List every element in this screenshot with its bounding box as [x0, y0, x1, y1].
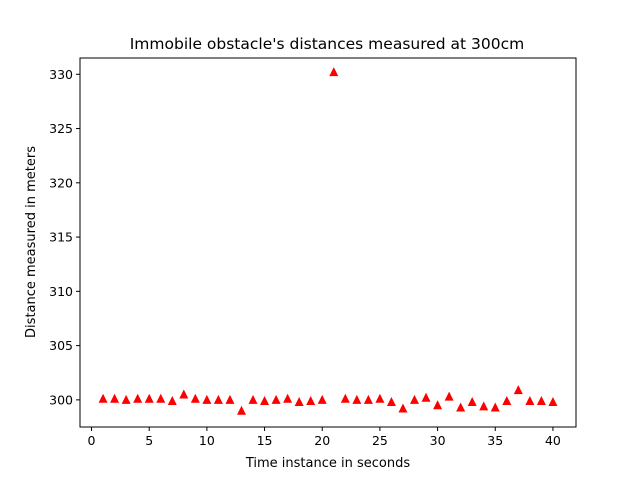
data-point	[410, 394, 420, 404]
data-point	[121, 394, 131, 404]
data-point	[421, 392, 431, 402]
y-tick-label: 315	[49, 230, 73, 245]
data-point	[525, 395, 535, 405]
data-point	[98, 393, 108, 403]
x-tick-label: 20	[314, 433, 330, 448]
data-point	[236, 405, 246, 415]
y-tick-label: 310	[49, 284, 73, 299]
x-tick-label: 35	[487, 433, 503, 448]
y-axis-title: Distance measured in meters	[24, 146, 39, 338]
data-point	[225, 394, 235, 404]
data-point	[213, 394, 223, 404]
x-tick-label: 25	[372, 433, 388, 448]
data-point	[179, 389, 189, 399]
data-point	[363, 394, 373, 404]
data-point	[202, 394, 212, 404]
data-point	[513, 385, 523, 395]
y-tick-label: 320	[49, 175, 73, 190]
data-point	[248, 394, 258, 404]
data-point	[456, 402, 466, 412]
x-tick-label: 0	[88, 433, 96, 448]
y-tick-label: 330	[49, 67, 73, 82]
x-tick-label: 5	[145, 433, 153, 448]
data-point	[190, 393, 200, 403]
data-point	[329, 67, 339, 77]
data-point	[375, 393, 385, 403]
chart-title: Immobile obstacle's distances measured a…	[130, 35, 525, 53]
x-tick-label: 10	[199, 433, 215, 448]
y-tick-label: 300	[49, 392, 73, 407]
data-point	[479, 401, 489, 411]
data-point	[490, 402, 500, 412]
y-tick-label: 325	[49, 121, 73, 136]
data-point	[260, 395, 270, 405]
data-point	[283, 393, 293, 403]
data-point	[386, 397, 396, 407]
plot-area-frame	[79, 57, 577, 428]
data-point	[156, 393, 166, 403]
data-point	[502, 395, 512, 405]
data-point	[110, 393, 120, 403]
data-point	[133, 393, 143, 403]
data-point	[398, 403, 408, 413]
data-point	[536, 395, 546, 405]
y-tick-label: 305	[49, 338, 73, 353]
data-point	[352, 394, 362, 404]
x-tick-label: 15	[257, 433, 273, 448]
data-point	[294, 397, 304, 407]
data-point	[467, 397, 477, 407]
data-point	[167, 395, 177, 405]
data-point	[433, 400, 443, 410]
x-axis-title: Time instance in seconds	[245, 456, 410, 471]
x-tick-label: 40	[545, 433, 561, 448]
data-point	[144, 393, 154, 403]
data-point	[444, 391, 454, 401]
data-point	[340, 393, 350, 403]
data-point	[306, 395, 316, 405]
x-tick-label: 30	[430, 433, 446, 448]
data-point	[548, 397, 558, 407]
data-point	[317, 394, 327, 404]
data-point	[271, 394, 281, 404]
